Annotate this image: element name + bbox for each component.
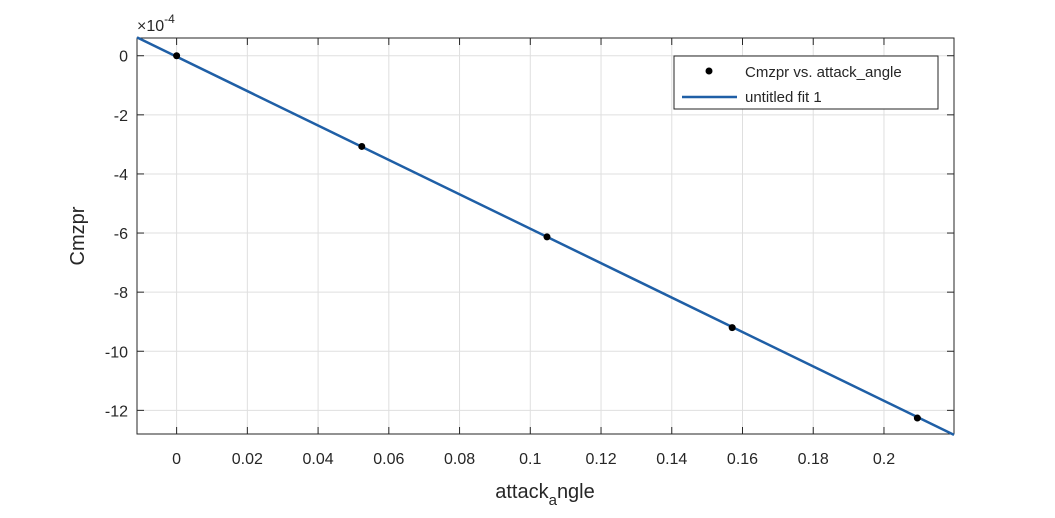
y-tick-label: 0	[119, 49, 128, 66]
data-point	[543, 233, 551, 241]
x-tick-label: 0.16	[727, 451, 758, 468]
x-tick-label: 0.12	[585, 451, 616, 468]
y-tick-label: -10	[105, 344, 128, 361]
y-tick-label: -4	[114, 167, 128, 184]
y-tick-label: -2	[114, 108, 128, 125]
x-axis-label-suffix: ngle	[557, 481, 595, 503]
y-tick-label: -8	[114, 285, 128, 302]
exponent-label: ×10-4	[137, 12, 175, 35]
legend: Cmzpr vs. attack_angle untitled fit 1	[673, 55, 939, 110]
legend-label-fit: untitled fit 1	[745, 89, 822, 106]
legend-label-points: Cmzpr vs. attack_angle	[745, 64, 902, 81]
data-point	[173, 52, 181, 60]
x-tick-label: 0.08	[444, 451, 475, 468]
y-tick-label: -6	[114, 226, 128, 243]
ticks: 0 0.02 0.04 0.06 0.08 0.1 0.12 0.14 0.16 0.18 0.2 0…	[105, 38, 954, 468]
x-tick-label: 0.02	[232, 451, 263, 468]
data-point	[728, 324, 736, 332]
data-point	[358, 142, 366, 150]
series-layer	[136, 36, 955, 437]
data-point	[913, 414, 921, 422]
axes-box	[136, 37, 955, 435]
legend-marker-points	[705, 67, 713, 75]
x-tick-label: 0	[172, 451, 181, 468]
x-axis-label-subscript: a	[549, 492, 558, 509]
x-axis-label: attackangle	[495, 481, 595, 509]
exponent-power: -4	[164, 12, 175, 26]
x-tick-label: 0.06	[373, 451, 404, 468]
x-tick-label: 0.14	[656, 451, 687, 468]
exponent-base: ×10	[137, 18, 164, 35]
x-axis-label-main: attack	[495, 481, 549, 503]
x-tick-label: 0.04	[303, 451, 334, 468]
y-axis-label: Cmzpr	[67, 206, 89, 265]
x-tick-label: 0.18	[798, 451, 829, 468]
x-tick-label: 0.1	[519, 451, 541, 468]
y-tick-label: -12	[105, 403, 128, 420]
legend-box	[673, 55, 939, 110]
x-tick-label: 0.2	[873, 451, 895, 468]
